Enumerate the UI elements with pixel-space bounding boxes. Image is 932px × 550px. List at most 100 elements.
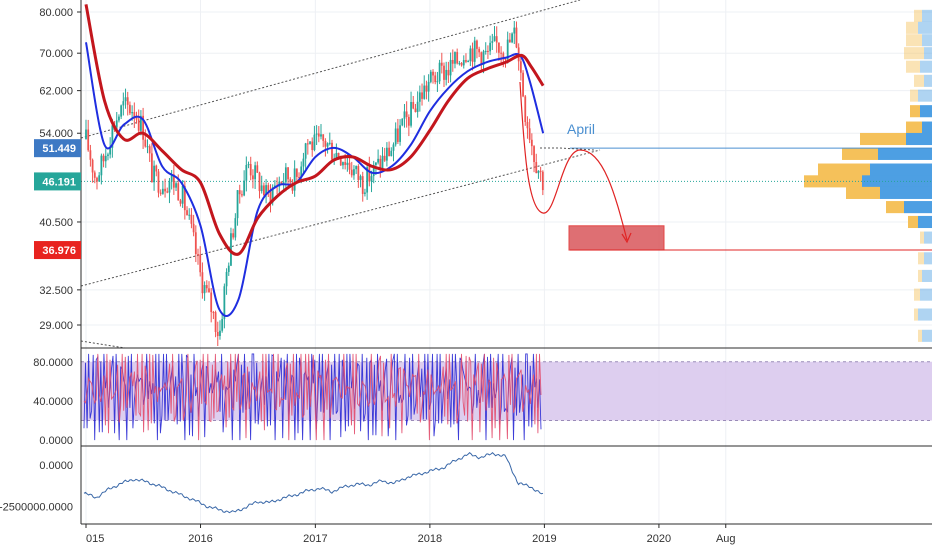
candle: [153, 160, 155, 191]
candle-body: [440, 62, 443, 66]
volume-profile-bar-buy: [910, 89, 918, 102]
candle: [460, 62, 463, 67]
candle: [306, 138, 309, 155]
candle-body: [115, 120, 118, 128]
candle-body: [368, 167, 371, 182]
candle-body: [85, 129, 87, 140]
candle-body: [256, 165, 259, 173]
candle: [405, 101, 408, 128]
volume-profile-bar-buy: [846, 186, 880, 199]
candle-body: [491, 41, 494, 43]
candle-body: [161, 188, 164, 194]
candle: [243, 170, 246, 197]
candle-body: [157, 171, 160, 193]
candle-body: [328, 142, 331, 144]
candle-body: [263, 185, 265, 196]
candle: [269, 184, 272, 213]
candle-body: [234, 218, 237, 238]
candle: [372, 160, 375, 184]
time-axis-label: 2020: [647, 533, 671, 545]
candle: [388, 141, 390, 157]
candle-body: [317, 133, 320, 137]
candle-body: [197, 253, 199, 255]
candle: [137, 109, 140, 136]
candle: [443, 62, 445, 88]
candle: [522, 70, 524, 98]
candle: [260, 175, 263, 194]
candle-body: [515, 27, 518, 48]
volume-profile-bar-sell: [918, 308, 932, 321]
candle-body: [146, 146, 149, 148]
candle: [434, 71, 437, 85]
candle-body: [425, 85, 428, 92]
candle-body: [91, 159, 94, 173]
candle-body: [280, 181, 283, 184]
oscillator-series-2: [83, 353, 542, 441]
price-pane[interactable]: April: [80, 0, 932, 349]
candle-body: [254, 165, 257, 180]
candle: [462, 55, 465, 69]
candle-body: [366, 167, 369, 193]
candle: [107, 152, 109, 161]
candle-body: [188, 214, 191, 216]
candle-body: [482, 51, 485, 66]
candle: [498, 42, 500, 61]
candle: [519, 56, 522, 81]
candle-body: [381, 155, 384, 169]
candle-body: [302, 158, 305, 167]
candle: [192, 214, 195, 237]
cumulative-pane[interactable]: [83, 452, 544, 514]
candle-body: [423, 85, 426, 99]
volume-profile-bar-sell: [922, 269, 932, 282]
candle-body: [214, 312, 217, 333]
candle-body: [331, 142, 333, 160]
candle: [537, 170, 540, 179]
candle-body: [155, 165, 158, 172]
candle-body: [447, 69, 450, 76]
candle-body: [462, 60, 465, 66]
candle: [533, 145, 535, 173]
price-axis-label: 80.000: [39, 7, 73, 19]
candle: [530, 133, 533, 156]
candle: [254, 161, 257, 190]
candle-body: [476, 40, 478, 49]
volume-profile-bar-sell: [922, 121, 932, 134]
volume-profile-bar-buy: [908, 215, 918, 229]
candle-body: [179, 200, 182, 204]
candle-body: [265, 185, 267, 196]
candle-body: [192, 223, 195, 233]
candle-body: [432, 71, 434, 76]
candle-body: [385, 147, 388, 161]
candle: [511, 32, 513, 44]
oscillator-pane[interactable]: [81, 353, 932, 441]
candle-body: [295, 168, 298, 177]
candle: [219, 320, 221, 340]
candle: [418, 85, 421, 112]
volume-profile-bar-sell: [878, 147, 932, 160]
candle: [403, 103, 406, 128]
price-badge-current: 46.191: [34, 172, 81, 191]
candle-body: [219, 330, 221, 337]
candle-body: [416, 101, 419, 113]
candle-body: [142, 115, 145, 140]
candle-body: [258, 172, 261, 192]
price-badge-box: [34, 241, 81, 260]
candle-body: [458, 63, 461, 65]
time-axis-label: 2018: [418, 533, 442, 545]
candle: [427, 74, 430, 102]
candle: [295, 168, 298, 182]
candle-body: [124, 97, 127, 102]
annotation-april-label: April: [567, 121, 595, 137]
candle-body: [480, 52, 483, 66]
volume-profile-bar-sell: [920, 60, 932, 73]
candle-body: [337, 152, 340, 159]
candle: [410, 91, 412, 128]
candle-body: [107, 154, 109, 156]
candle-body: [102, 155, 105, 162]
candle: [467, 59, 470, 63]
candle-body: [421, 92, 423, 99]
price-axis-label: 54.000: [39, 128, 73, 140]
candle: [359, 174, 362, 188]
candle-body: [247, 164, 250, 166]
